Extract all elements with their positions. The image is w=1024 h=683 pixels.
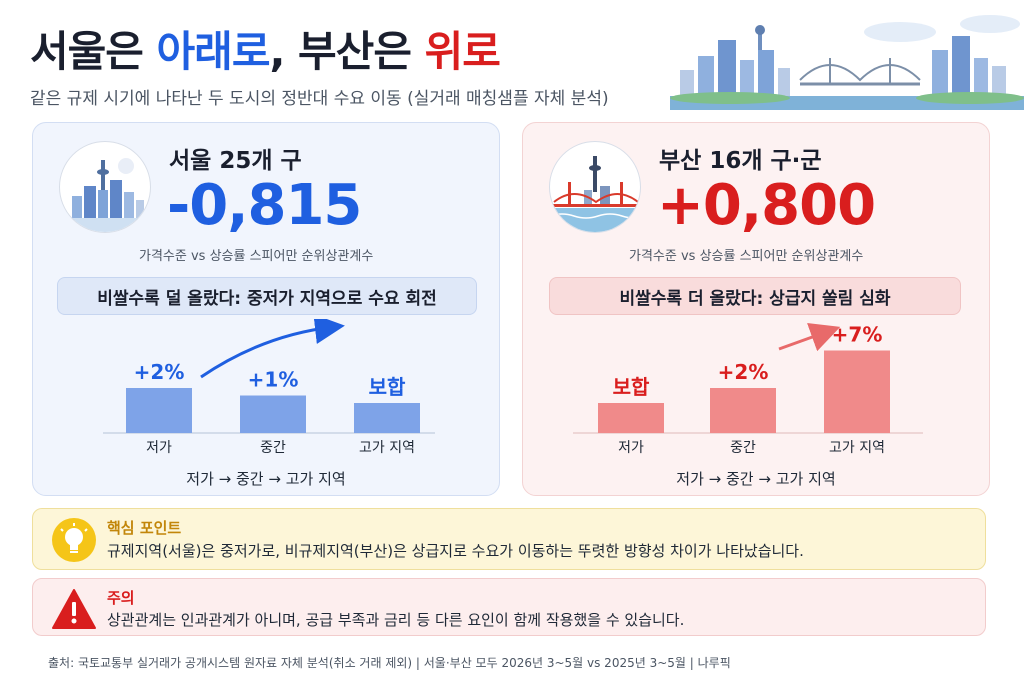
- seoul-data-label-3: 보합: [369, 375, 406, 399]
- busan-data-label-3: +7%: [832, 323, 883, 347]
- key-point-body: 규제지역(서울)은 중저가로, 비규제지역(부산)은 상급지로 수요가 이동하는…: [107, 542, 804, 560]
- busan-bar-3: [824, 350, 890, 433]
- caution-heading: 주의: [107, 589, 135, 607]
- seoul-category-label-1: 저가: [146, 440, 172, 456]
- busan-summary-pill: 비쌀수록 더 올랐다: 상급지 쏠림 심화: [549, 277, 961, 315]
- busan-category-label-1: 저가: [618, 440, 644, 456]
- warning-icon: [52, 589, 96, 629]
- seoul-trend-arrow: [200, 319, 345, 379]
- seoul-category-label-3: 고가 지역: [359, 440, 415, 456]
- seoul-bar-3: [354, 403, 420, 433]
- city-skyline-illustration: [670, 15, 1024, 110]
- seoul-bar-2: [240, 395, 306, 433]
- seoul-flow-caption: 저가 → 중간 → 고가 지역: [186, 470, 346, 488]
- caution-callout: 주의 상관관계는 인과관계가 아니며, 공급 부족과 금리 등 다른 요인이 함…: [32, 578, 986, 636]
- busan-bar-2: [710, 388, 776, 433]
- caution-body: 상관관계는 인과관계가 아니며, 공급 부족과 금리 등 다른 요인이 함께 작…: [107, 611, 685, 629]
- busan-flow-caption: 저가 → 중간 → 고가 지역: [676, 470, 836, 488]
- seoul-coefficient: -0,815: [167, 173, 362, 238]
- seoul-summary-pill: 비쌀수록 덜 올랐다: 중저가 지역으로 수요 회전: [57, 277, 477, 315]
- seoul-data-label-1: +2%: [134, 360, 185, 384]
- lightbulb-icon: [52, 518, 96, 562]
- busan-trend-arrow: [778, 322, 841, 352]
- seoul-bar-1: [126, 388, 192, 433]
- page-subtitle: 같은 규제 시기에 나타난 두 도시의 정반대 수요 이동 (실거래 매칭샘플 …: [30, 89, 609, 109]
- seoul-category-label-2: 중간: [260, 440, 286, 456]
- busan-category-label-2: 중간: [730, 440, 756, 456]
- busan-category-label-3: 고가 지역: [829, 440, 885, 456]
- busan-region-title: 부산 16개 구·군: [659, 148, 822, 174]
- seoul-panel: 서울 25개 구 -0,815 가격수준 vs 상승률 스피어만 순위상관계수 …: [32, 122, 500, 496]
- page-title: 서울은 아래로, 부산은 위로: [30, 27, 501, 76]
- seoul-coefficient-label: 가격수준 vs 상승률 스피어만 순위상관계수: [139, 249, 374, 264]
- key-point-heading: 핵심 포인트: [107, 519, 182, 537]
- busan-bridge-tower-icon: [549, 141, 641, 233]
- key-point-callout: 핵심 포인트 규제지역(서울)은 중저가로, 비규제지역(부산)은 상급지로 수…: [32, 508, 986, 570]
- busan-data-label-1: 보합: [613, 375, 650, 399]
- busan-coefficient-label: 가격수준 vs 상승률 스피어만 순위상관계수: [629, 249, 864, 264]
- busan-data-label-2: +2%: [718, 360, 769, 384]
- seoul-region-title: 서울 25개 구: [169, 148, 302, 174]
- source-note: 출처: 국토교통부 실거래가 공개시스템 원자료 자체 분석(취소 거래 제외)…: [48, 656, 731, 670]
- seoul-tower-skyline-icon: [59, 141, 151, 233]
- busan-bar-1: [598, 403, 664, 433]
- busan-coefficient: +0,800: [657, 173, 876, 238]
- busan-panel: 부산 16개 구·군 +0,800 가격수준 vs 상승률 스피어만 순위상관계…: [522, 122, 990, 496]
- seoul-data-label-2: +1%: [248, 368, 299, 392]
